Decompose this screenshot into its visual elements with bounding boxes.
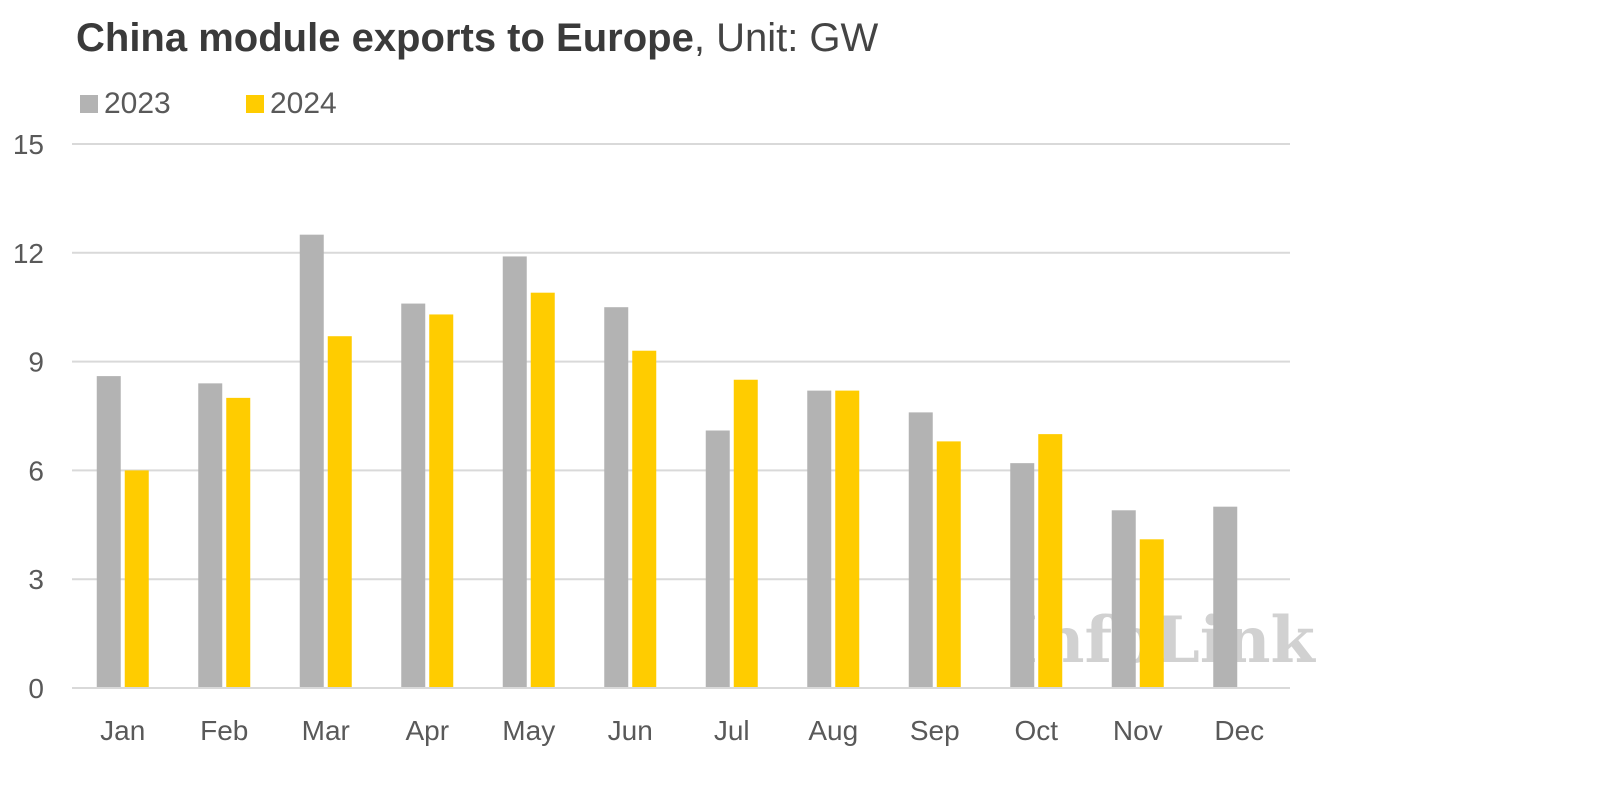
gridlines	[72, 143, 1290, 581]
bar-2024-oct	[1038, 434, 1063, 688]
bar-2023-jul	[705, 430, 730, 688]
bar-2024-feb	[226, 397, 251, 688]
legend-item-2024: 2024	[246, 86, 337, 122]
bar-2023-nov	[1111, 510, 1136, 688]
legend-swatch-2024	[246, 95, 264, 113]
x-axis-ticks: Jan Feb Mar Apr May Jun Jul Aug Sep Oct Nov Dec	[100, 715, 1264, 746]
x-tick-label-jun: Jun	[608, 715, 653, 746]
x-tick-label-nov: Nov	[1113, 715, 1163, 746]
bar-2024-jul	[733, 379, 758, 688]
chart-title-unit: , Unit: GW	[693, 16, 879, 60]
bar-2023-jun	[604, 307, 629, 688]
y-axis-ticks: 0 3 6 9 12 15	[13, 129, 44, 704]
x-tick-label-oct: Oct	[1014, 715, 1058, 746]
y-tick-label: 3	[28, 564, 44, 595]
legend-swatch-2023	[80, 95, 98, 113]
bar-2023-sep	[908, 412, 933, 688]
y-tick-label: 12	[13, 238, 44, 269]
bar-2023-oct	[1010, 463, 1035, 688]
bar-2024-may	[530, 292, 555, 688]
bar-2023-dec	[1213, 506, 1238, 688]
bar-2023-jan	[96, 376, 121, 688]
bar-2023-apr	[401, 303, 426, 688]
chart-title-main: China module exports to Europe	[76, 16, 694, 60]
y-tick-label: 15	[13, 129, 44, 160]
y-tick-label: 9	[28, 347, 44, 378]
bars	[96, 234, 1238, 688]
x-tick-label-apr: Apr	[405, 715, 449, 746]
bar-2024-nov	[1139, 539, 1164, 688]
bar-2024-aug	[835, 390, 860, 688]
bar-2024-jan	[124, 470, 149, 688]
bar-2024-sep	[936, 441, 961, 688]
x-tick-label-mar: Mar	[302, 715, 350, 746]
x-tick-label-sep: Sep	[910, 715, 960, 746]
x-tick-label-jan: Jan	[100, 715, 145, 746]
bar-2023-aug	[807, 390, 832, 688]
legend-item-2023: 2023	[80, 86, 171, 122]
bar-2023-feb	[198, 383, 223, 688]
x-tick-label-aug: Aug	[808, 715, 858, 746]
bar-2023-may	[502, 256, 527, 688]
y-tick-label: 6	[28, 455, 44, 486]
x-tick-label-may: May	[502, 715, 555, 746]
bar-2024-jun	[632, 350, 657, 688]
legend-label-2024: 2024	[270, 87, 337, 120]
legend-label-2023: 2023	[104, 87, 171, 120]
bar-2024-mar	[327, 336, 352, 688]
x-tick-label-dec: Dec	[1214, 715, 1264, 746]
y-tick-label: 0	[28, 673, 44, 704]
bar-2024-apr	[429, 314, 454, 688]
bar-2023-mar	[299, 234, 324, 688]
x-tick-label-jul: Jul	[714, 715, 750, 746]
x-tick-label-feb: Feb	[200, 715, 248, 746]
chart-title: China module exports to Europe, Unit: GW	[76, 12, 878, 64]
